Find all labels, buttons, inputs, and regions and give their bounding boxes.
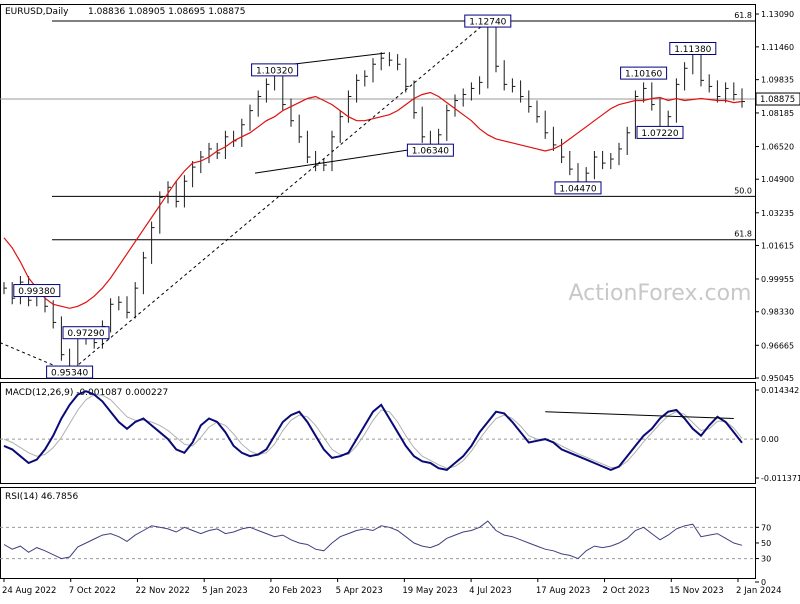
price-y-tick: 1.08185 bbox=[761, 109, 794, 118]
price-annotation: 1.07220 bbox=[641, 129, 678, 139]
rsi-panel bbox=[0, 487, 756, 579]
price-annotation-box bbox=[406, 143, 454, 157]
macd-panel bbox=[0, 382, 756, 484]
price-annotation-box bbox=[620, 66, 668, 80]
price-y-tick: 1.06520 bbox=[761, 143, 794, 152]
macd-label: MACD(12,26,9) -0.001087 0.000227 bbox=[5, 388, 168, 398]
x-tick-label: 19 May 2023 bbox=[402, 586, 457, 596]
rsi-y-tick: 0 bbox=[761, 578, 766, 587]
price-annotation: 1.04470 bbox=[559, 184, 596, 194]
x-tick-label: 22 Nov 2022 bbox=[135, 586, 189, 596]
rsi-label: RSI(14) 46.7856 bbox=[5, 492, 78, 502]
price-y-tick: 0.98330 bbox=[761, 308, 794, 317]
fib-label: 61.8 bbox=[734, 11, 752, 20]
price-annotation-box bbox=[464, 14, 512, 28]
x-tick-label: 2 Oct 2023 bbox=[603, 586, 650, 596]
x-tick-label: 2 Jan 2024 bbox=[736, 586, 782, 596]
price-y-tick: 1.01615 bbox=[761, 241, 794, 250]
price-annotation: 1.10320 bbox=[256, 66, 293, 76]
price-annotation: 1.12740 bbox=[469, 18, 506, 28]
macd-y-tick: 0.00 bbox=[761, 435, 779, 444]
price-y-tick: 0.96665 bbox=[761, 341, 794, 350]
x-tick-label: 7 Oct 2022 bbox=[69, 586, 116, 596]
current-price-label: 1.08875 bbox=[760, 95, 795, 105]
price-y-tick: 1.13090 bbox=[761, 10, 794, 19]
rsi-line bbox=[3, 520, 743, 560]
x-tick-label: 15 Nov 2023 bbox=[669, 586, 723, 596]
macd-divergence-line bbox=[545, 411, 734, 420]
watermark: ActionForex.com bbox=[569, 281, 752, 306]
x-tick-label: 24 Aug 2022 bbox=[2, 586, 56, 596]
price-y-tick: 1.11460 bbox=[761, 43, 794, 52]
price-annotation: 0.99380 bbox=[18, 287, 55, 297]
price-annotation-box bbox=[13, 284, 61, 298]
price-y-tick: 1.04900 bbox=[761, 175, 794, 184]
price-y-tick: 0.95045 bbox=[761, 374, 794, 383]
dashed-trendline bbox=[69, 20, 489, 373]
price-layer: 61.8 50.0 61.8 1.12740 1.11380 1.10320 1.10160… bbox=[0, 11, 755, 379]
macd-y-tick: -0.011371 bbox=[761, 474, 800, 483]
macd-line bbox=[3, 390, 743, 471]
fib-label: 50.0 bbox=[734, 186, 752, 195]
price-annotation-box bbox=[636, 125, 684, 139]
ohlc-label: 1.08836 1.08905 1.08695 1.08875 bbox=[88, 7, 245, 17]
rsi-y-tick: 70 bbox=[761, 523, 771, 532]
symbol-label: EURUSD,Daily bbox=[5, 7, 69, 17]
price-annotation: 1.10160 bbox=[625, 70, 662, 80]
current-price-box bbox=[755, 92, 800, 106]
axes-layer: 1.13090 1.11460 1.09835 1.08185 1.06520 1.049… bbox=[2, 10, 800, 596]
moving-average-line bbox=[3, 91, 743, 309]
price-annotation: 1.11380 bbox=[674, 45, 711, 55]
price-annotation-box bbox=[62, 326, 110, 340]
price-annotation-box bbox=[554, 181, 602, 195]
price-annotation-box bbox=[251, 63, 299, 77]
rsi-y-tick: 50 bbox=[761, 539, 771, 548]
fib-label: 61.8 bbox=[734, 230, 752, 239]
price-annotation-box bbox=[669, 41, 717, 55]
price-y-tick: 1.09835 bbox=[761, 76, 794, 85]
x-tick-label: 17 Aug 2023 bbox=[536, 586, 590, 596]
price-panel bbox=[0, 4, 756, 379]
macd-layer: 0.014342 0.00 -0.011371 bbox=[0, 386, 800, 483]
price-annotation: 1.06340 bbox=[412, 147, 449, 157]
price-annotation-box bbox=[46, 365, 94, 379]
rsi-y-tick: 30 bbox=[761, 555, 771, 564]
x-tick-label: 5 Apr 2023 bbox=[336, 586, 383, 596]
x-tick-label: 20 Feb 2023 bbox=[269, 586, 322, 596]
price-y-tick: 0.99955 bbox=[761, 275, 794, 284]
x-tick-label: 5 Jan 2023 bbox=[202, 586, 248, 596]
price-y-tick: 1.03235 bbox=[761, 209, 794, 218]
price-annotation: 0.95340 bbox=[51, 369, 88, 379]
macd-y-tick: 0.014342 bbox=[761, 386, 799, 395]
x-tick-label: 4 Jul 2023 bbox=[469, 586, 512, 596]
price-annotation: 0.97290 bbox=[67, 329, 104, 339]
rsi-layer: 70 50 30 0 bbox=[0, 520, 771, 587]
